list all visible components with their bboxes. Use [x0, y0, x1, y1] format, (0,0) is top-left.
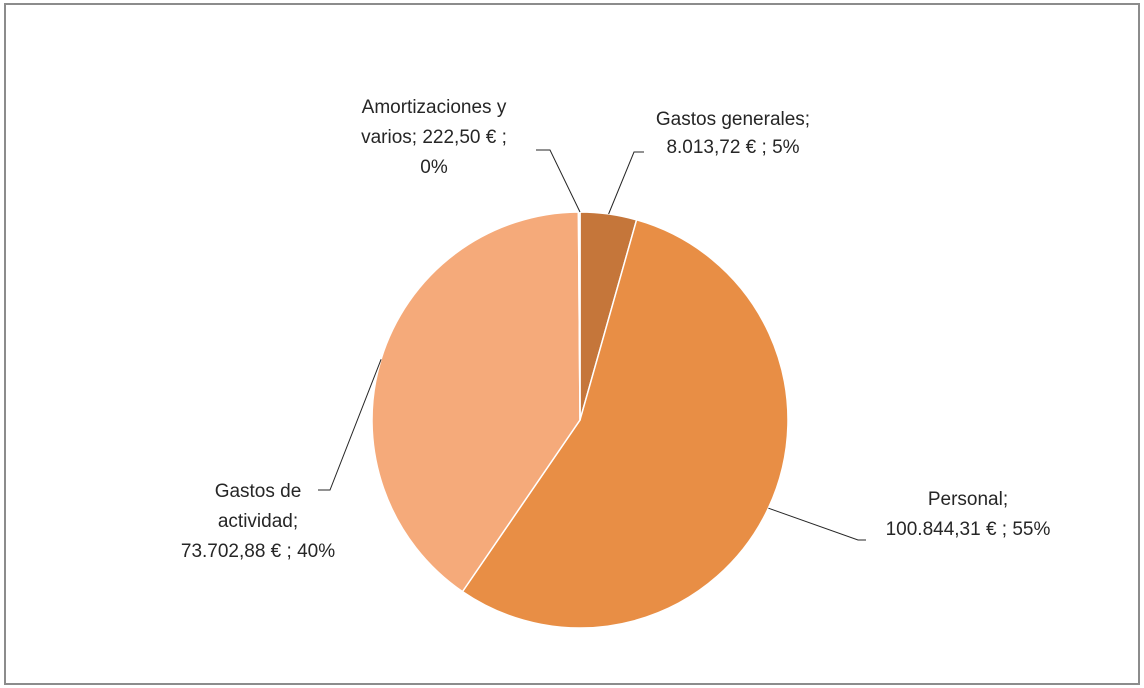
leader-line-amortizaciones-y-varios: [536, 149, 581, 213]
data-label-line: Amortizaciones y: [362, 97, 507, 118]
data-label-line: Personal;: [928, 489, 1008, 510]
data-label-line: Gastos generales;: [656, 109, 810, 130]
pie-slice-personal: [461, 218, 789, 629]
data-label-line: 0%: [420, 157, 448, 178]
data-label-line: 100.844,31 € ; 55%: [886, 519, 1051, 540]
data-label-line: actividad;: [218, 511, 298, 532]
pie-slice-gastos-de-actividad: [371, 211, 581, 593]
data-label-gastos-de-actividad: Gastos de actividad; 73.702,88 € ; 40%: [181, 481, 335, 562]
leader-line-gastos-de-actividad: [318, 359, 382, 491]
leader-line-gastos-generales: [608, 151, 644, 215]
data-labels: Gastos generales; 8.013,72 € ; 5% Personal…: [181, 97, 1051, 562]
pie-slices: [371, 211, 789, 629]
data-label-gastos-generales: Gastos generales; 8.013,72 € ; 5%: [656, 109, 810, 158]
data-label-line: varios; 222,50 € ;: [361, 127, 507, 148]
data-label-personal: Personal; 100.844,31 € ; 55%: [886, 489, 1051, 540]
data-label-line: 73.702,88 € ; 40%: [181, 541, 335, 562]
data-label-amortizaciones-y-varios: Amortizaciones y varios; 222,50 € ; 0%: [361, 97, 507, 178]
data-label-line: Gastos de: [215, 481, 302, 502]
leader-line-personal: [768, 507, 866, 541]
data-label-line: 8.013,72 € ; 5%: [666, 137, 799, 158]
leader-lines: [318, 149, 866, 541]
